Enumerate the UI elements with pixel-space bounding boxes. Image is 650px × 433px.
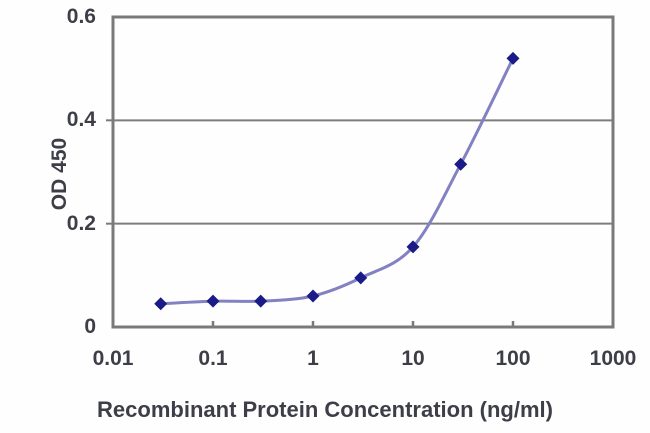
data-point-marker [354,271,368,285]
x-tick-label: 1 [307,347,319,370]
data-point-marker [506,51,520,65]
y-tick-label: 0.4 [66,108,96,132]
y-tick-label: 0.6 [66,5,96,28]
x-tick-label: 0.1 [198,347,228,370]
data-point-marker [406,240,420,254]
x-tick-label: 100 [495,347,531,370]
x-axis-title: Recombinant Protein Concentration (ng/ml… [97,397,553,422]
data-point-marker [154,297,168,311]
x-tick-label: 1000 [589,347,637,370]
data-point-marker [306,289,320,303]
x-tick-label: 10 [401,347,425,370]
x-tick-label: 0.01 [92,347,134,370]
data-point-marker [206,294,220,308]
data-point-marker [454,157,468,171]
y-tick-label: 0.2 [66,211,96,235]
plot-frame [111,15,615,329]
y-axis-title: OD 450 [48,137,71,211]
series-line [159,56,515,306]
data-point-marker [254,294,268,308]
y-tick-label: 0 [84,315,96,338]
